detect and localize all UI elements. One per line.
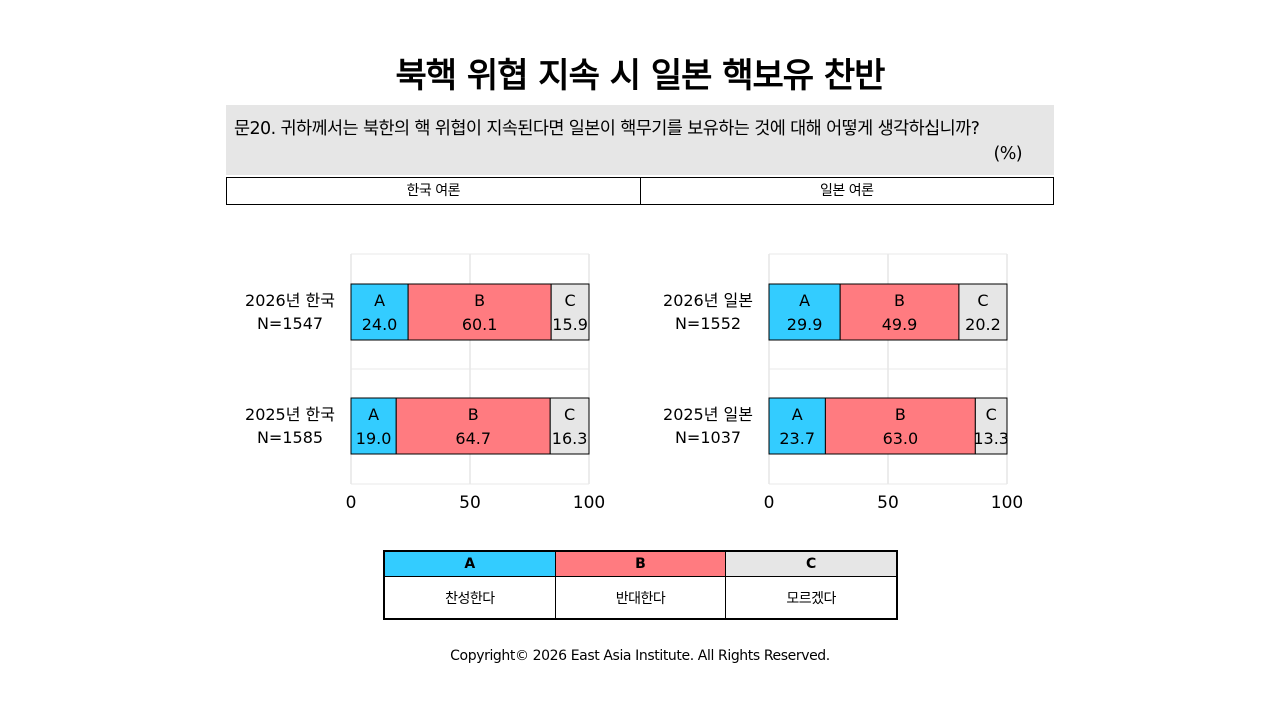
category-label: 2026년 일본 xyxy=(663,291,753,310)
bar-value-label: 29.9 xyxy=(787,315,823,334)
bar-segment xyxy=(395,397,551,455)
x-tick-label: 50 xyxy=(877,493,899,513)
bar-segment xyxy=(824,397,976,455)
question-text: 문20. 귀하께서는 북한의 핵 위협이 지속된다면 일본이 핵무기를 보유하는… xyxy=(234,119,980,139)
bar-series-label: B xyxy=(895,405,906,424)
legend-label-c: 모르겠다 xyxy=(725,576,897,619)
legend-key-c: C xyxy=(725,551,897,577)
bar-segment xyxy=(839,283,960,341)
x-tick-label: 0 xyxy=(346,493,357,513)
question-box: 문20. 귀하께서는 북한의 핵 위협이 지속된다면 일본이 핵무기를 보유하는… xyxy=(226,105,1054,175)
bar-segment xyxy=(549,397,590,455)
bar-series-label: C xyxy=(564,405,575,424)
bar-segment xyxy=(350,283,409,341)
legend-label-b: 반대한다 xyxy=(554,576,727,619)
panel-header-korea: 한국 여론 xyxy=(406,183,461,199)
category-label: 2026년 한국 xyxy=(245,291,335,310)
bar-value-label: 49.9 xyxy=(882,315,918,334)
bar-series-label: A xyxy=(374,291,385,310)
x-tick-label: 100 xyxy=(991,493,1023,513)
bar-value-label: 63.0 xyxy=(883,429,919,448)
bar-value-label: 64.7 xyxy=(455,429,491,448)
bar-segment xyxy=(550,283,590,341)
bar-series-label: C xyxy=(564,291,575,310)
bar-value-label: 16.3 xyxy=(552,429,588,448)
x-tick-label: 100 xyxy=(573,493,605,513)
bar-value-label: 13.3 xyxy=(973,429,1009,448)
bar-value-label: 60.1 xyxy=(462,315,498,334)
bar-value-label: 15.9 xyxy=(552,315,588,334)
bar-segment xyxy=(350,397,397,455)
legend-key-b: B xyxy=(554,551,727,577)
category-label: 2025년 한국 xyxy=(245,405,335,424)
bar-series-label: C xyxy=(977,291,988,310)
category-n-label: N=1037 xyxy=(675,428,741,447)
bar-segment xyxy=(974,397,1008,455)
category-n-label: N=1585 xyxy=(257,428,323,447)
bar-segment xyxy=(768,397,826,455)
bar-value-label: 19.0 xyxy=(356,429,392,448)
x-tick-label: 50 xyxy=(459,493,481,513)
copyright: Copyright© 2026 East Asia Institute. All… xyxy=(450,648,830,664)
page-title: 북핵 위협 지속 시 일본 핵보유 찬반 xyxy=(395,56,886,96)
bar-series-label: C xyxy=(986,405,997,424)
bar-series-label: A xyxy=(799,291,810,310)
panels-header: 한국 여론 일본 여론 xyxy=(226,177,1054,205)
bar-segment xyxy=(958,283,1008,341)
bar-segment xyxy=(407,283,552,341)
legend-label-a: 찬성한다 xyxy=(384,576,556,619)
legend: A B C 찬성한다 반대한다 모르겠다 xyxy=(383,550,898,620)
bar-value-label: 24.0 xyxy=(362,315,398,334)
bar-series-label: A xyxy=(368,405,379,424)
x-tick-label: 0 xyxy=(764,493,775,513)
panel-header-japan: 일본 여론 xyxy=(639,178,1054,204)
category-n-label: N=1552 xyxy=(675,314,741,333)
legend-key-a: A xyxy=(384,551,556,577)
bar-value-label: 23.7 xyxy=(779,429,815,448)
bar-series-label: A xyxy=(792,405,803,424)
bar-series-label: B xyxy=(474,291,485,310)
bar-series-label: B xyxy=(894,291,905,310)
category-n-label: N=1547 xyxy=(257,314,323,333)
category-label: 2025년 일본 xyxy=(663,405,753,424)
bar-segment xyxy=(768,283,841,341)
unit-label: (%) xyxy=(993,144,1023,164)
bar-value-label: 20.2 xyxy=(965,315,1001,334)
bar-series-label: B xyxy=(468,405,479,424)
